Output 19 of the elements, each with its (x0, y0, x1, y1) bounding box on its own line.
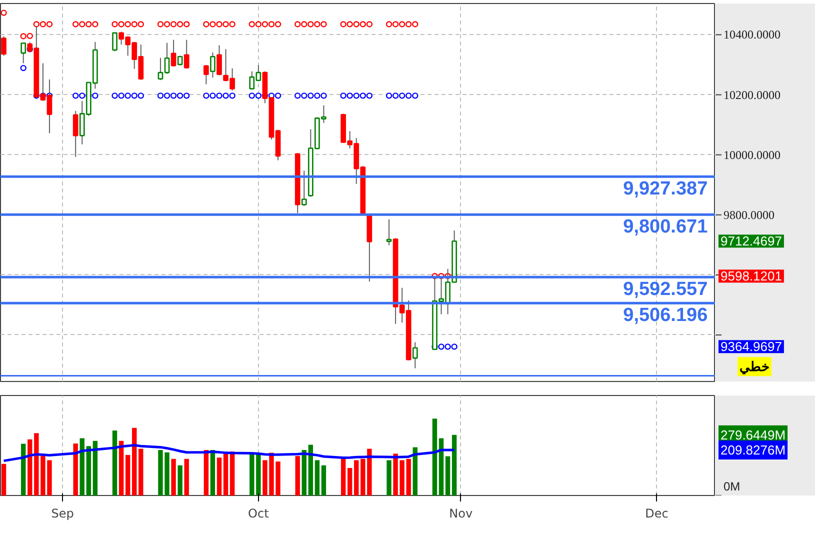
x-tick-label: Sep (51, 506, 74, 520)
ref-line-label: 9,506.196 (623, 305, 708, 326)
ref-line-label: 9,927.387 (623, 178, 708, 200)
ref-line-label: 9,800.671 (623, 216, 708, 238)
x-tick-label: Dec (645, 506, 668, 520)
text: 0M (724, 480, 740, 494)
text: 9598.1201 (720, 268, 782, 284)
y-tick-label: 10200.0000 (724, 88, 780, 102)
x-tick-label: Oct (248, 506, 270, 520)
text: 9364.9697 (720, 339, 782, 354)
y-tick-label: 10000.0000 (724, 148, 780, 162)
ref-line-label: 9,592.557 (623, 279, 708, 300)
text: خطي (740, 359, 770, 376)
y-tick-label: 10400.0000 (724, 28, 780, 42)
text: 9712.4697 (720, 234, 782, 249)
text: 279.6449M (720, 427, 786, 442)
x-tick-label: Nov (449, 506, 473, 520)
y-tick-label: 9800.0000 (724, 208, 774, 222)
text: 209.8276M (720, 442, 786, 458)
